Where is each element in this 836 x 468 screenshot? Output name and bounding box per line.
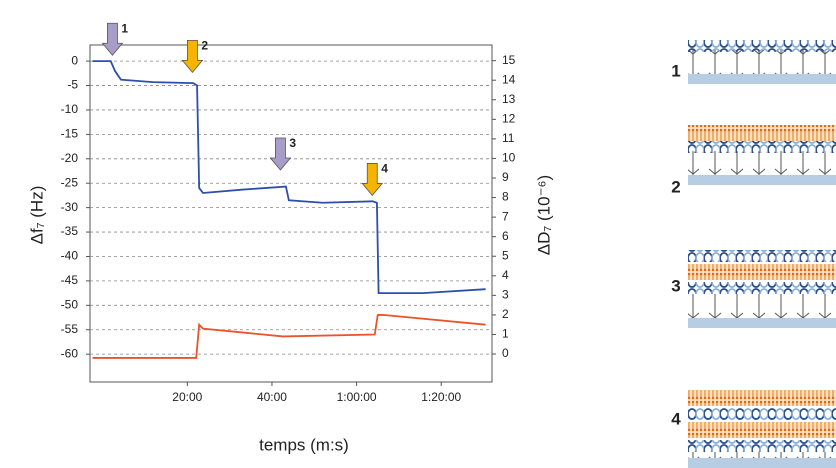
y-tick-label: -30 [61,200,79,214]
y2-tick-label: 13 [502,92,516,106]
y2-tick-label: 8 [502,190,509,204]
y-axis-label: Δf₇ (Hz) [27,186,46,245]
annotation-label: 4 [381,162,388,176]
y2-tick-label: 11 [502,131,515,145]
schematic-3 [688,250,836,328]
y2-tick-label: 3 [502,288,509,302]
y2-tick-label: 7 [502,209,509,223]
y2-tick-label: 15 [502,53,516,67]
y2-tick-label: 9 [502,170,509,184]
y2-tick-label: 10 [502,151,516,165]
series-line [92,314,486,359]
schematic-1 [688,40,836,84]
y2-tick-label: 5 [502,248,509,262]
x-tick-label: 20:00 [172,390,202,404]
annotation-label: 2 [201,39,208,53]
y-tick-label: -60 [61,346,79,360]
y-tick-label: -35 [61,224,79,238]
y2-tick-label: 2 [502,307,509,321]
schematic-2 [688,125,836,185]
annotation-arrow [101,22,124,56]
y-tick-label: -55 [61,322,79,336]
y2-tick-label: 0 [502,346,509,360]
plot-frame [89,44,493,383]
schematic-4 [688,390,836,468]
y-tick-label: 0 [71,53,78,67]
y2-tick-label: 4 [502,268,509,282]
annotation-arrow [181,39,204,73]
schematic-label: 3 [671,276,680,295]
y2-axis-label: ΔD₇ (10⁻⁶) [534,175,553,255]
y2-tick-label: 12 [502,111,516,125]
y-tick-label: -40 [61,249,79,263]
y2-tick-label: 6 [502,229,509,243]
annotation-arrow [269,137,292,171]
y-tick-label: -15 [61,127,79,141]
annotation-label: 1 [121,21,128,35]
y2-tick-label: 1 [502,327,509,341]
y-tick-label: -25 [61,175,79,189]
schematic-label: 1 [671,61,680,80]
y-tick-label: -45 [61,273,79,287]
x-tick-label: 1:20:00 [421,390,461,404]
x-tick-label: 40:00 [257,390,287,404]
x-tick-label: 1:00:00 [337,390,377,404]
schematic-label: 2 [671,177,680,196]
y-tick-label: -10 [61,102,79,116]
x-axis-label: temps (m:s) [259,435,349,454]
y2-tick-label: 14 [502,72,516,86]
y-tick-label: -20 [61,151,79,165]
y-tick-label: -5 [67,78,78,92]
y-tick-label: -50 [61,297,79,311]
annotation-label: 3 [289,136,296,150]
annotation-arrow [361,163,384,197]
series-line [92,60,486,295]
schematic-label: 4 [671,409,681,428]
